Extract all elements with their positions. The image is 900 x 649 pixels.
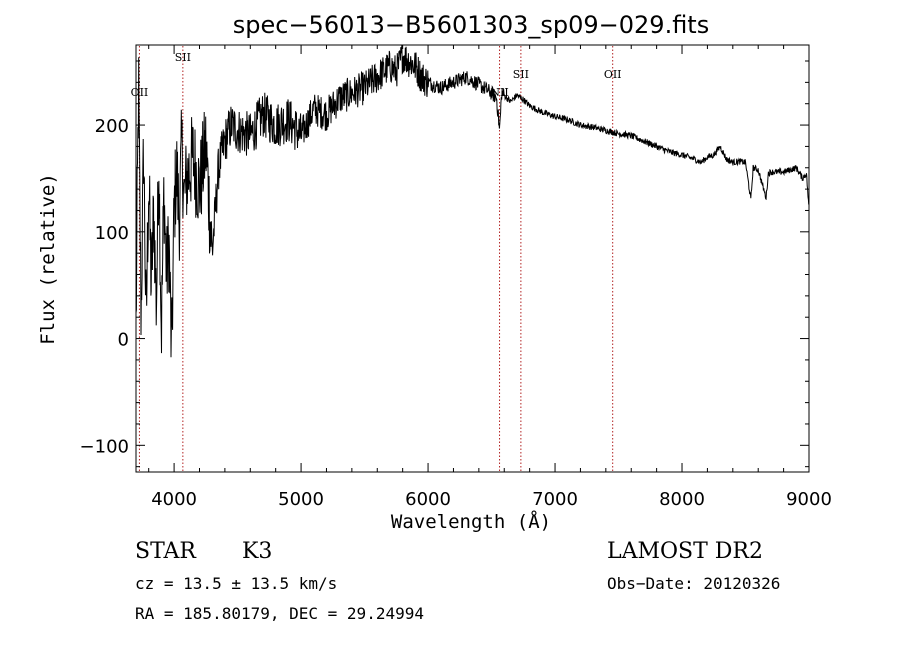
plot-frame — [136, 45, 809, 472]
y-tick-label: −100 — [80, 436, 129, 457]
object-subclass: K3 — [242, 539, 272, 564]
y-tick-label: 100 — [95, 223, 129, 244]
sky-coordinates: RA = 185.80179, DEC = 29.24994 — [135, 604, 424, 623]
redshift-velocity: cz = 13.5 ± 13.5 km/s — [135, 574, 337, 593]
observation-date: Obs−Date: 20120326 — [607, 574, 780, 593]
spectrum-series — [136, 45, 809, 357]
x-tick-label: 4000 — [151, 489, 197, 510]
x-axis-label: Wavelength (Å) — [391, 510, 551, 533]
survey-name: LAMOST DR2 — [607, 539, 763, 564]
x-tick-label: 6000 — [405, 489, 451, 510]
object-class: STAR — [135, 539, 196, 564]
chart-title: spec−56013−B5601303_sp09−029.fits — [233, 11, 709, 39]
x-tick-label: 7000 — [532, 489, 578, 510]
y-tick-label: 0 — [118, 330, 129, 351]
spectrum-line — [136, 45, 809, 357]
y-tick-label: 200 — [95, 116, 129, 137]
x-axis-ticks: 4000 5000 6000 7000 8000 9000 — [149, 45, 832, 510]
x-tick-label: 8000 — [659, 489, 705, 510]
x-tick-label: 9000 — [786, 489, 832, 510]
x-tick-label: 5000 — [278, 489, 324, 510]
emission-line-label: OII — [604, 68, 622, 81]
emission-line-label: SII — [513, 68, 529, 81]
emission-line-label: SII — [175, 51, 191, 64]
y-axis-ticks: −100 0 100 200 — [80, 61, 809, 467]
y-axis-label: Flux (relative) — [37, 173, 59, 345]
